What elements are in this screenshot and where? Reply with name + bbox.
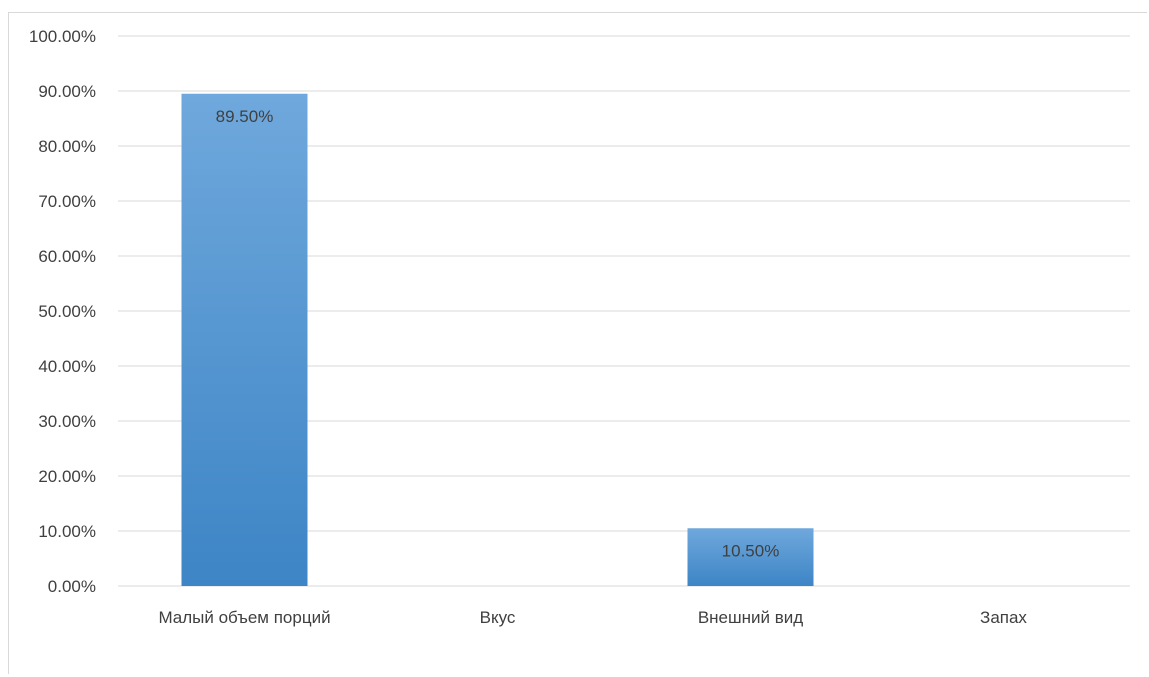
data-labels: 89.50% 10.50% <box>216 107 780 561</box>
y-tick-label: 20.00% <box>38 467 96 486</box>
x-category-label: Малый объем порций <box>158 608 330 627</box>
y-tick-label: 100.00% <box>29 27 96 46</box>
x-category-label: Вкус <box>480 608 516 627</box>
x-category-label: Запах <box>980 608 1027 627</box>
data-label: 89.50% <box>216 107 274 126</box>
y-tick-label: 80.00% <box>38 137 96 156</box>
gridlines <box>118 35 1130 587</box>
y-tick-label: 90.00% <box>38 82 96 101</box>
y-tick-label: 30.00% <box>38 412 96 431</box>
y-tick-label: 10.00% <box>38 522 96 541</box>
y-tick-label: 40.00% <box>38 357 96 376</box>
y-tick-label: 60.00% <box>38 247 96 266</box>
bar <box>687 528 814 586</box>
x-axis-category-labels: Малый объем порций Вкус Внешний вид Запах <box>158 608 1027 627</box>
y-tick-label: 0.00% <box>48 577 96 596</box>
y-tick-label: 70.00% <box>38 192 96 211</box>
data-label: 10.50% <box>722 541 780 560</box>
bar <box>181 93 308 586</box>
y-tick-label: 50.00% <box>38 302 96 321</box>
x-category-label: Внешний вид <box>698 608 803 627</box>
y-axis-tick-labels: 0.00% 10.00% 20.00% 30.00% 40.00% 50.00% 60.00… <box>29 27 96 596</box>
bars <box>181 93 814 586</box>
